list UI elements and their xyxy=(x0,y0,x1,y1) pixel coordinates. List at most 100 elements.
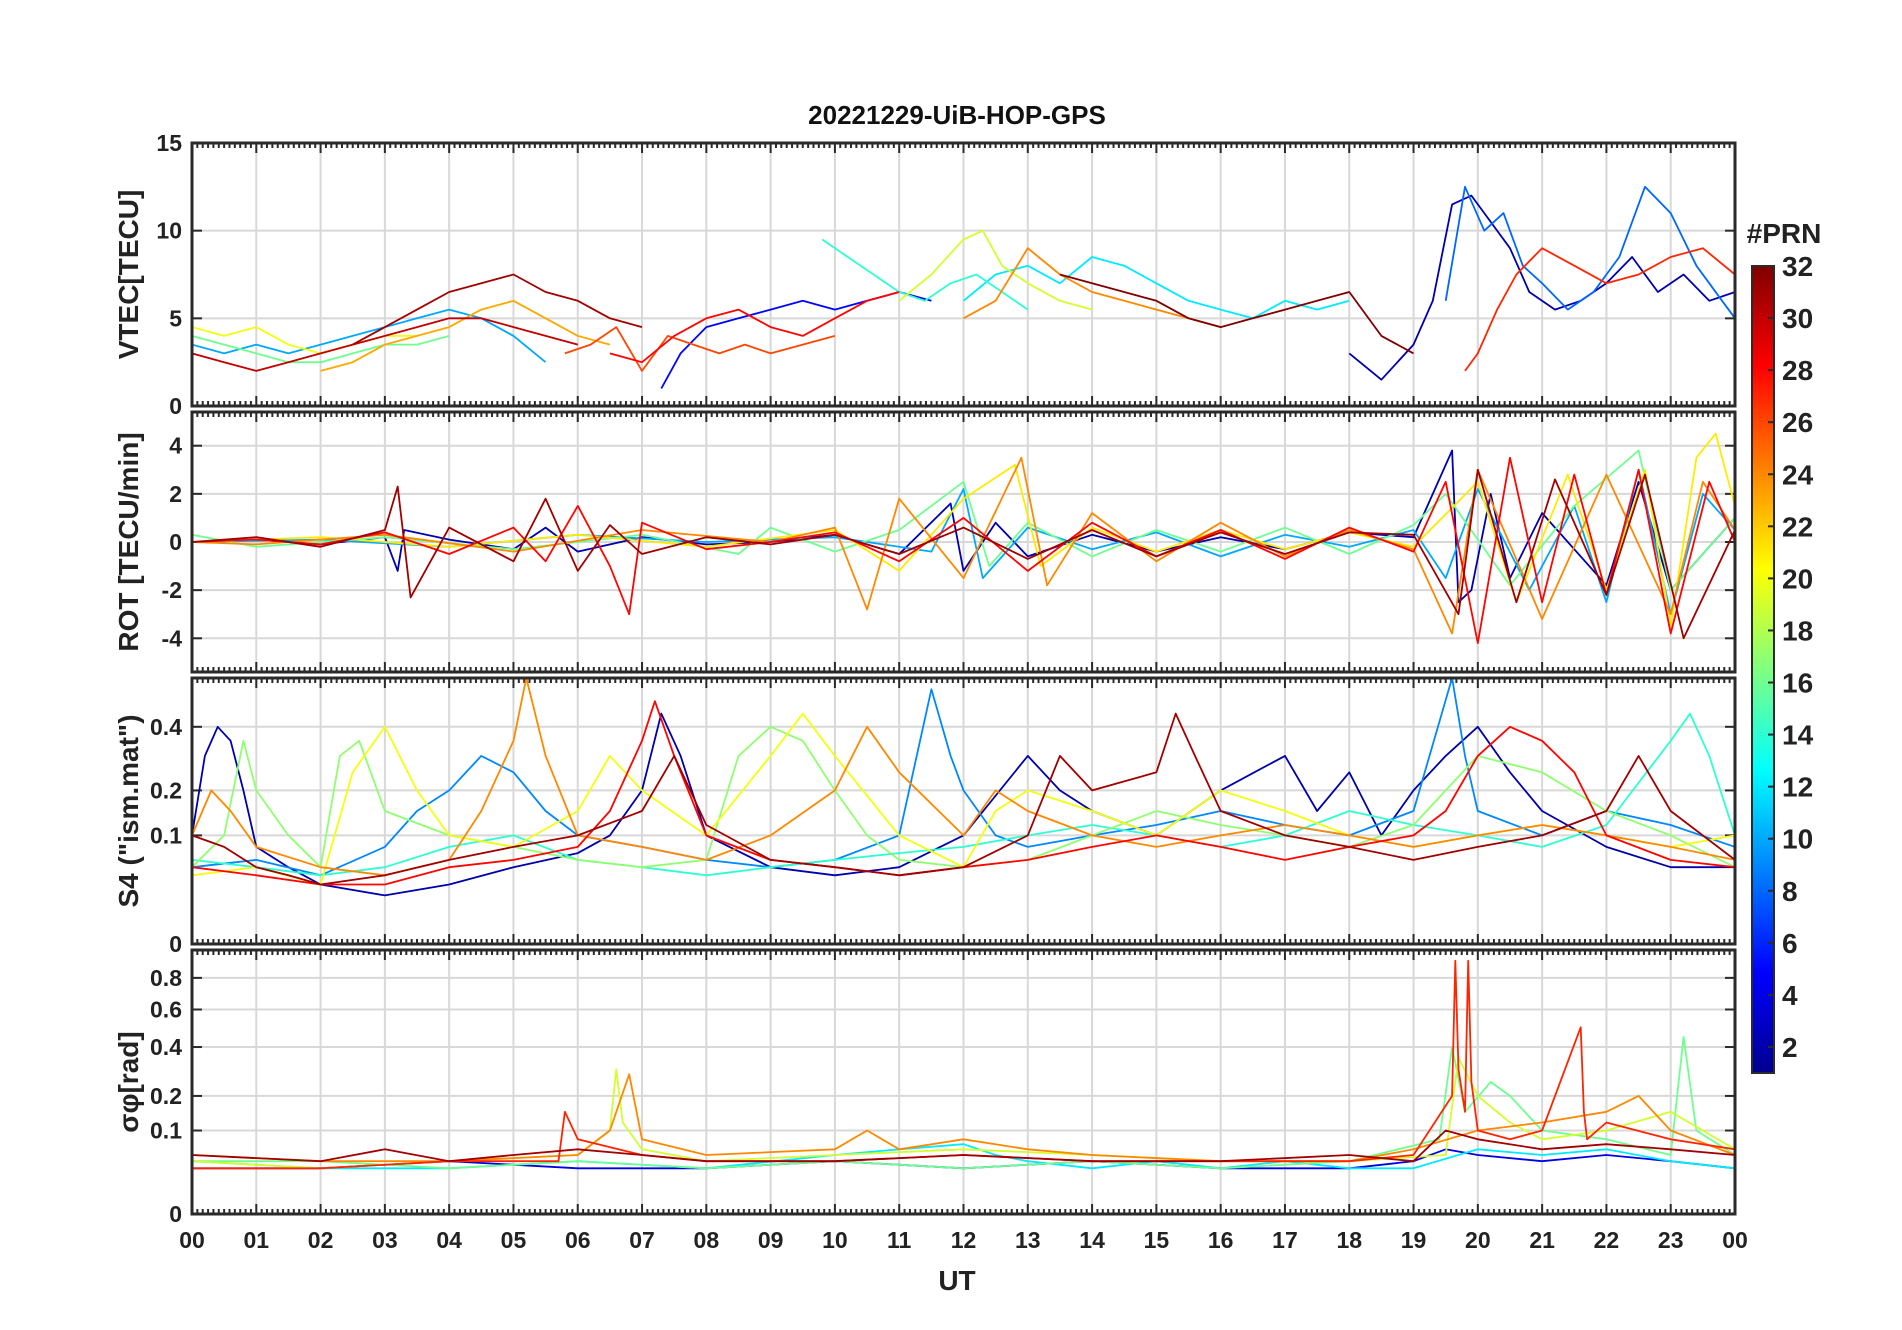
y-tick-label: 10 xyxy=(156,218,182,244)
x-axis-label: UT xyxy=(938,1265,975,1296)
panel-sigma_phi: 0 0.1 0.2 0.4 0.6 0.8 σφ[rad] 00 01 02 03 04 05 06 07 0… xyxy=(113,948,1748,1253)
x-tick-label: 19 xyxy=(1401,1227,1427,1253)
colorbar-tick-label: 26 xyxy=(1782,407,1813,438)
series-line-prn-17 xyxy=(192,725,1735,869)
colorbar-tick-label: 4 xyxy=(1782,980,1798,1011)
x-tick-label: 00 xyxy=(1722,1227,1748,1253)
panel-vtec: 0 5 10 15 VTEC[TECU] xyxy=(113,130,1737,419)
x-tick-label: 07 xyxy=(629,1227,655,1253)
series-line-prn-16 xyxy=(192,1036,1735,1170)
y-tick-label: 0.2 xyxy=(150,777,182,803)
colorbar-tick-label: 22 xyxy=(1782,511,1813,542)
y-axis-label-vtec: VTEC[TECU] xyxy=(113,190,144,360)
colorbar-scale xyxy=(1751,265,1775,1074)
y-tick-label: 2 xyxy=(169,481,182,507)
series-line-prn-31 xyxy=(192,1129,1735,1163)
colorbar-tick-label: 16 xyxy=(1782,668,1813,699)
x-tick-label: 15 xyxy=(1144,1227,1170,1253)
series-line-prn-9 xyxy=(192,678,1735,877)
x-tick-label: 11 xyxy=(887,1227,912,1253)
y-tick-label: 0.8 xyxy=(150,965,182,991)
series-line-prn-19 xyxy=(898,229,1093,311)
x-tick-label: 09 xyxy=(758,1227,784,1253)
y-tick-label: 15 xyxy=(156,130,182,156)
series-line-prn-31 xyxy=(192,468,1735,640)
series-line-prn-12 xyxy=(962,256,1350,320)
colorbar-tick-label: 6 xyxy=(1782,928,1798,959)
series-line-prn-24 xyxy=(192,456,1735,635)
y-tick-label: 0 xyxy=(169,931,182,957)
series-line-prn-8 xyxy=(1444,185,1735,319)
panel-frame xyxy=(190,676,1737,946)
panel-frame xyxy=(190,948,1737,1216)
series-line-prn-2 xyxy=(1348,194,1735,381)
x-tick-label: 21 xyxy=(1529,1227,1555,1253)
colorbar-tick-label: 14 xyxy=(1782,720,1814,751)
x-tick-label: 23 xyxy=(1658,1227,1684,1253)
series-line-prn-31 xyxy=(352,273,643,346)
y-tick-label: 0 xyxy=(169,393,182,419)
panel-frame xyxy=(190,141,1737,408)
series-line-prn-10 xyxy=(192,468,1735,616)
colorbar-title: #PRN xyxy=(1747,218,1822,249)
series-group xyxy=(192,678,1735,897)
y-tick-label: 0 xyxy=(169,1201,182,1227)
series-line-prn-10 xyxy=(192,308,547,363)
colorbar-tick-label: 20 xyxy=(1782,563,1813,594)
colorbar-tick-label: 8 xyxy=(1782,876,1798,907)
colorbar-tick-label: 10 xyxy=(1782,824,1813,855)
colorbar-tick-label: 32 xyxy=(1782,251,1813,282)
series-line-prn-16 xyxy=(192,449,1735,591)
colorbar-tick-label: 28 xyxy=(1782,355,1813,386)
panel-frame xyxy=(190,410,1737,674)
series-group xyxy=(192,432,1735,644)
y-tick-label: -2 xyxy=(162,577,182,603)
y-tick-label: 0.1 xyxy=(150,1118,182,1144)
x-tick-label: 14 xyxy=(1079,1227,1105,1253)
colorbar-tick-label: 30 xyxy=(1782,303,1813,334)
x-tick-label: 05 xyxy=(501,1227,527,1253)
x-tick-label: 00 xyxy=(179,1227,205,1253)
x-tick-label: 20 xyxy=(1465,1227,1491,1253)
colorbar-tick-label: 2 xyxy=(1782,1032,1798,1063)
series-line-prn-16 xyxy=(192,335,450,364)
y-axis-label-s4: S4 ("ism.mat") xyxy=(113,714,144,907)
x-tick-label: 08 xyxy=(694,1227,720,1253)
figure-title: 20221229-UiB-HOP-GPS xyxy=(808,100,1106,130)
x-tick-label: 01 xyxy=(243,1227,269,1253)
series-line-prn-27 xyxy=(192,959,1735,1170)
y-tick-label: 4 xyxy=(169,433,182,459)
colorbar-tick-label: 18 xyxy=(1782,615,1813,646)
panel-rot: -4 -2 0 2 4 ROT [TECU/min] xyxy=(113,410,1737,674)
y-axis-label-sigma_phi: σφ[rad] xyxy=(113,1031,144,1132)
series-line-prn-31 xyxy=(192,712,1735,886)
x-tick-label: 04 xyxy=(436,1227,462,1253)
x-tick-label: 22 xyxy=(1594,1227,1620,1253)
series-line-prn-24 xyxy=(963,247,1221,328)
series-line-prn-26 xyxy=(564,326,836,372)
y-tick-label: 0.4 xyxy=(150,1034,182,1060)
x-tick-label: 02 xyxy=(308,1227,334,1253)
series-line-prn-30 xyxy=(192,317,579,372)
x-tick-label: 10 xyxy=(822,1227,848,1253)
series-line-prn-2 xyxy=(192,449,1735,604)
x-tick-label: 18 xyxy=(1336,1227,1362,1253)
x-tick-label: 17 xyxy=(1272,1227,1298,1253)
y-tick-label: 0 xyxy=(169,529,182,555)
colorbar-tick-label: 12 xyxy=(1782,772,1813,803)
series-line-prn-24 xyxy=(192,1073,1735,1163)
x-tick-label: 16 xyxy=(1208,1227,1234,1253)
colorbar-tick-label: 24 xyxy=(1782,459,1814,490)
x-tick-label: 06 xyxy=(565,1227,591,1253)
series-line-prn-14 xyxy=(821,238,1029,311)
y-tick-label: 0.4 xyxy=(150,714,182,740)
series-group xyxy=(192,185,1735,389)
x-tick-label: 03 xyxy=(372,1227,398,1253)
panel-s4: 0 0.1 0.2 0.4S4 ("ism.mat") xyxy=(113,676,1737,957)
x-tick-label: 13 xyxy=(1015,1227,1041,1253)
series-line-prn-32 xyxy=(1059,273,1414,355)
